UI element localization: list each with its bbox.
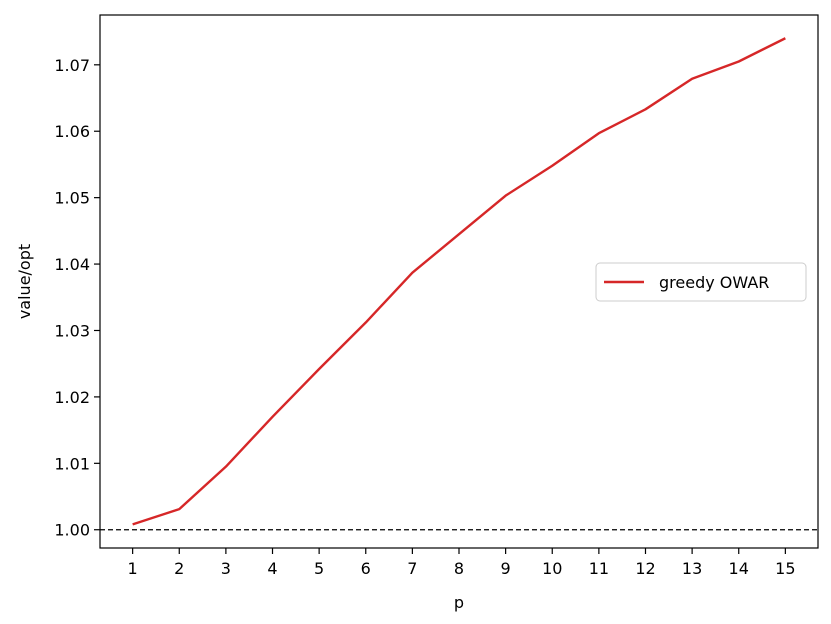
data-point <box>178 508 180 510</box>
axes-layer: 1 2 3 4 5 6 7 8 9 10 11 12 13 14 151.001.011.021.031.0… <box>54 56 795 578</box>
series-line <box>132 37 786 526</box>
x-tick-label: 4 <box>267 559 277 578</box>
data-point <box>225 465 227 467</box>
legend-box <box>595 262 807 302</box>
x-tick-label: 3 <box>221 559 231 578</box>
y-tick-label: 1.07 <box>54 56 90 75</box>
x-tick-label: 8 <box>454 559 464 578</box>
data-point <box>271 416 273 418</box>
data-point <box>644 108 646 110</box>
x-tick-label: 2 <box>174 559 184 578</box>
data-layer <box>100 37 818 531</box>
x-tick-label: 10 <box>542 559 562 578</box>
x-tick-label: 11 <box>589 559 609 578</box>
legend: greedy OWAR <box>595 262 807 302</box>
legend-label: greedy OWAR <box>659 273 769 292</box>
x-tick-label: 5 <box>314 559 324 578</box>
y-axis-title: value/opt <box>15 244 34 319</box>
data-point <box>131 523 133 525</box>
x-tick-label: 1 <box>128 559 138 578</box>
data-point <box>691 78 693 80</box>
x-axis-title: p <box>454 593 464 612</box>
x-tick-label: 15 <box>775 559 795 578</box>
x-tick-label: 6 <box>361 559 371 578</box>
y-tick-label: 1.04 <box>54 255 90 274</box>
data-point <box>365 321 367 323</box>
x-tick-label: 9 <box>501 559 511 578</box>
x-tick-label: 7 <box>407 559 417 578</box>
data-point <box>458 233 460 235</box>
x-tick-label: 13 <box>682 559 702 578</box>
data-point <box>504 194 506 196</box>
plot-frame <box>99 14 819 549</box>
y-tick-label: 1.02 <box>54 388 90 407</box>
data-point <box>738 60 740 62</box>
x-tick-label: 12 <box>635 559 655 578</box>
data-point <box>598 132 600 134</box>
data-point <box>784 37 786 39</box>
y-tick-label: 1.03 <box>54 321 90 340</box>
data-point <box>551 165 553 167</box>
y-tick-label: 1.06 <box>54 122 90 141</box>
y-tick-label: 1.01 <box>54 454 90 473</box>
y-tick-label: 1.05 <box>54 189 90 208</box>
x-tick-label: 14 <box>729 559 749 578</box>
y-tick-label: 1.00 <box>54 521 90 540</box>
data-point <box>411 271 413 273</box>
data-point <box>318 368 320 370</box>
